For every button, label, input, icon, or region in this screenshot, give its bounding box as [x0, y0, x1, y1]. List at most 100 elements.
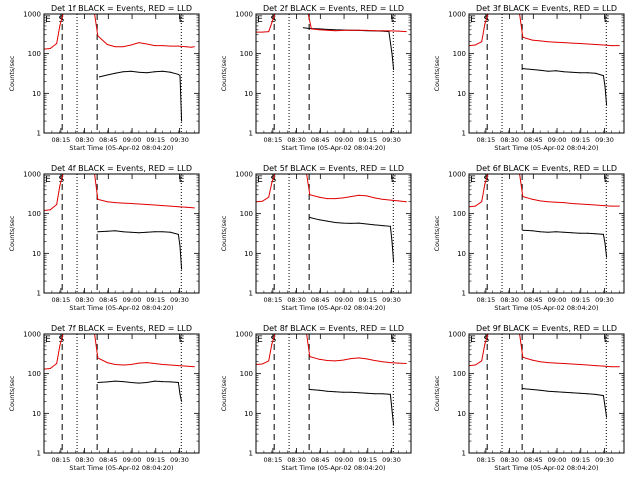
data-point-events	[539, 389, 541, 391]
data-point-events	[122, 71, 124, 73]
data-point-lld	[571, 42, 573, 44]
panel-det-5: Det 5f BLACK = Events, RED = LLD Counts/s…	[220, 164, 412, 312]
x-tick-label: 08:30	[75, 456, 94, 464]
data-point-events	[97, 231, 99, 233]
data-point-events	[130, 381, 132, 383]
data-point-events	[114, 380, 116, 382]
data-point-events	[602, 75, 604, 77]
data-point-lld	[389, 30, 391, 32]
x-tick-label: 09:30	[595, 456, 614, 464]
data-point-lld	[595, 44, 597, 46]
data-point-lld	[56, 363, 58, 365]
data-point-lld	[170, 45, 172, 47]
data-point-lld	[350, 358, 352, 360]
data-point-lld	[366, 29, 368, 31]
x-tick-label: 08:45	[311, 456, 330, 464]
data-point-events	[177, 73, 179, 75]
data-point-lld	[326, 198, 328, 200]
data-point-events	[326, 390, 328, 392]
data-point-lld	[130, 44, 132, 46]
data-point-lld	[397, 30, 399, 32]
data-point-lld	[405, 201, 407, 203]
data-point-lld	[397, 362, 399, 364]
x-tick-label: 09:00	[123, 136, 142, 144]
x-tick-label: 09:00	[335, 456, 354, 464]
data-point-events	[97, 381, 99, 383]
data-point-events	[595, 393, 597, 395]
y-tick-label: 10	[32, 410, 41, 418]
data-point-lld	[122, 202, 124, 204]
left-end-marker-label: E	[470, 175, 476, 185]
x-tick-label: 09:15	[358, 136, 377, 144]
data-point-lld	[382, 198, 384, 200]
y-axis-label: Counts/sec	[220, 215, 228, 251]
data-point-lld	[555, 201, 557, 203]
y-tick-label: 1	[249, 450, 253, 458]
data-point-lld	[56, 204, 58, 206]
data-point-lld	[618, 366, 620, 368]
y-axis-label: Counts/sec	[220, 55, 228, 91]
y-tick-label: 1	[37, 450, 41, 458]
y-tick-label: 10	[244, 410, 253, 418]
data-point-lld	[571, 203, 573, 205]
data-point-events	[106, 230, 108, 232]
data-point-events	[587, 232, 589, 234]
end-marker-label: E	[391, 175, 397, 185]
data-point-lld	[618, 45, 620, 47]
data-point-lld	[185, 46, 187, 48]
x-tick-label: 09:15	[358, 456, 377, 464]
data-point-lld	[106, 201, 108, 203]
data-point-events	[579, 232, 581, 234]
data-point-events	[162, 381, 164, 383]
data-point-lld	[310, 28, 312, 30]
data-point-lld	[342, 29, 344, 31]
data-point-events	[604, 405, 606, 407]
data-point-events	[391, 409, 393, 411]
data-point-events	[595, 72, 597, 74]
data-point-lld	[193, 46, 195, 48]
panel-det-3: Det 3f BLACK = Events, RED = LLD Counts/s…	[433, 4, 625, 152]
data-point-events	[138, 382, 140, 384]
data-point-lld	[474, 205, 476, 207]
y-axis-label: Counts/sec	[8, 375, 16, 411]
data-point-events	[342, 222, 344, 224]
x-tick-label: 08:30	[75, 296, 94, 304]
data-point-events	[309, 388, 311, 390]
data-point-events	[366, 392, 368, 394]
x-axis-label: Start Time (05-Apr-02 08:04:20)	[69, 464, 173, 472]
x-tick-label: 08:15	[477, 136, 496, 144]
data-point-events	[154, 231, 156, 233]
data-point-lld	[49, 209, 51, 211]
data-point-events	[587, 393, 589, 395]
y-tick-label: 1	[249, 290, 253, 298]
data-point-events	[571, 392, 573, 394]
data-point-events	[604, 242, 606, 244]
x-tick-label: 09:30	[595, 136, 614, 144]
x-tick-label: 08:30	[287, 296, 306, 304]
data-point-lld	[539, 361, 541, 363]
plot-frame	[255, 333, 412, 454]
data-point-lld	[539, 40, 541, 42]
x-tick-label: 09:30	[382, 296, 401, 304]
y-tick-label: 100	[240, 210, 253, 218]
y-tick-label: 1000	[235, 331, 253, 339]
data-point-events	[531, 68, 533, 70]
data-point-lld	[162, 45, 164, 47]
data-point-events	[177, 381, 179, 383]
data-point-lld	[405, 31, 407, 33]
data-point-lld	[547, 362, 549, 364]
left-end-marker-label: E	[470, 335, 476, 345]
data-point-lld	[177, 45, 179, 47]
data-point-lld	[382, 361, 384, 363]
y-tick-label: 10	[244, 250, 253, 258]
y-tick-label: 1000	[235, 171, 253, 179]
panel-title: Det 1f BLACK = Events, RED = LLD	[51, 4, 192, 13]
x-axis-label: Start Time (05-Apr-02 08:04:20)	[494, 464, 598, 472]
data-point-events	[522, 68, 524, 70]
x-tick-label: 08:15	[264, 296, 283, 304]
panel-title: Det 6f BLACK = Events, RED = LLD	[476, 164, 617, 173]
data-point-events	[531, 230, 533, 232]
data-point-events	[309, 28, 311, 30]
x-tick-label: 08:45	[311, 296, 330, 304]
